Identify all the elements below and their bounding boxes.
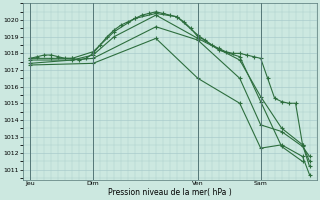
- X-axis label: Pression niveau de la mer( hPa ): Pression niveau de la mer( hPa ): [108, 188, 232, 197]
